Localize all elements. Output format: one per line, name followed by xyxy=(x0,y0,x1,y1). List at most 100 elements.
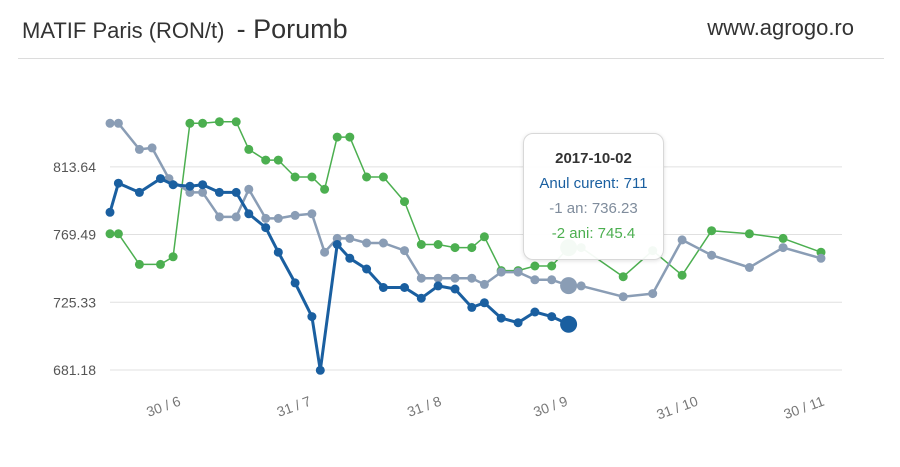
header-divider xyxy=(18,58,884,59)
data-point-one_year xyxy=(198,187,208,197)
data-point-one_year xyxy=(479,279,489,289)
data-point-current xyxy=(378,283,388,292)
tooltip-one-year: -1 an: 736.23 xyxy=(549,200,638,217)
data-point-one_year xyxy=(744,263,754,272)
data-point-current xyxy=(113,178,123,188)
data-point-two_years xyxy=(530,261,540,271)
data-point-two_years xyxy=(307,172,317,182)
data-point-current xyxy=(185,181,195,191)
data-point-current xyxy=(332,240,342,249)
data-point-current xyxy=(198,180,208,190)
data-point-current xyxy=(290,278,300,288)
data-point-two_years xyxy=(214,117,224,127)
data-point-one_year xyxy=(244,184,254,194)
x-tick-label: 30 / 9 xyxy=(531,393,570,420)
data-point-two_years xyxy=(105,229,115,239)
data-point-two_years xyxy=(547,261,557,271)
data-point-one_year xyxy=(378,238,388,248)
data-point-two_years xyxy=(290,172,300,182)
data-point-two_years xyxy=(450,243,460,253)
data-point-two_years xyxy=(378,172,388,182)
data-point-two_years xyxy=(433,240,443,249)
data-point-two_years xyxy=(168,252,178,262)
data-point-one_year xyxy=(618,292,628,302)
data-point-two_years xyxy=(778,233,788,243)
site-link[interactable]: www.agrogo.ro xyxy=(707,15,854,40)
data-point-one_year xyxy=(707,250,717,260)
x-tick-label: 31 / 7 xyxy=(275,393,314,420)
data-point-one_year xyxy=(231,212,241,222)
data-point-two_years xyxy=(134,259,144,269)
data-point-two_years xyxy=(362,172,372,182)
data-point-one_year xyxy=(320,247,330,257)
data-point-two_years xyxy=(185,118,195,128)
data-point-current xyxy=(479,298,489,308)
data-point-one_year xyxy=(307,209,317,219)
data-point-two_years xyxy=(707,226,717,236)
x-tick-label: 30 / 11 xyxy=(781,393,826,422)
data-point-one_year xyxy=(576,281,586,291)
data-point-one_year xyxy=(105,118,115,128)
data-point-two_years xyxy=(198,118,208,128)
data-point-one_year xyxy=(450,273,460,283)
data-point-one_year xyxy=(530,275,540,285)
data-point-one_year xyxy=(513,267,523,277)
data-point-current xyxy=(345,253,355,263)
chart-header: MATIF Paris (RON/t) - Porumb www.agrogo.… xyxy=(0,0,900,58)
chart-title: MATIF Paris (RON/t) - Porumb xyxy=(22,14,348,45)
data-point-two_years xyxy=(156,259,165,269)
data-point-one_year xyxy=(816,253,826,263)
data-point-two_years xyxy=(231,117,241,127)
data-point-current xyxy=(513,318,523,328)
data-point-two_years xyxy=(273,155,283,165)
data-point-current xyxy=(273,247,283,257)
data-point-one_year xyxy=(290,210,300,220)
data-point-one_year xyxy=(362,238,372,248)
data-point-current xyxy=(416,293,426,303)
tooltip-current: Anul curent: 711 xyxy=(539,175,648,192)
data-point-current xyxy=(450,284,460,294)
data-point-current xyxy=(244,209,254,219)
data-point-current xyxy=(315,365,325,375)
tooltip-two-years: -2 ani: 745.4 xyxy=(551,225,636,242)
data-point-current xyxy=(400,283,409,292)
data-point-two_years xyxy=(400,197,409,207)
data-point-two_years xyxy=(618,272,628,282)
x-tick-label: 31 / 8 xyxy=(405,393,444,420)
data-point-current xyxy=(156,174,165,184)
data-point-one_year xyxy=(778,243,788,253)
data-point-current xyxy=(105,207,115,217)
data-point-two_years xyxy=(320,184,330,194)
data-point-one_year xyxy=(214,212,224,222)
data-point-current xyxy=(134,187,144,197)
data-point-current xyxy=(231,187,241,197)
x-tick-label: 31 / 10 xyxy=(654,393,700,423)
data-point-current xyxy=(261,223,271,233)
data-point-current xyxy=(496,313,506,323)
data-point-one_year xyxy=(147,143,157,153)
highlight-point-one_year xyxy=(560,277,578,295)
data-point-current xyxy=(547,312,557,322)
data-point-two_years xyxy=(479,232,489,242)
tooltip-date: 2017-10-02 xyxy=(555,150,632,167)
data-point-one_year xyxy=(113,118,123,128)
chart-subtitle: - Porumb xyxy=(236,14,348,44)
highlight-point-current xyxy=(560,315,578,333)
data-point-two_years xyxy=(467,243,477,253)
data-point-one_year xyxy=(261,213,271,223)
y-tick-label: 813.64 xyxy=(53,159,96,175)
data-point-one_year xyxy=(547,275,557,285)
data-point-current xyxy=(530,307,540,317)
data-point-one_year xyxy=(433,273,443,283)
data-point-two_years xyxy=(416,240,426,249)
data-point-one_year xyxy=(134,144,144,154)
data-point-two_years xyxy=(345,132,355,142)
data-point-current xyxy=(168,180,178,190)
x-tick-label: 30 / 6 xyxy=(144,393,183,420)
data-point-two_years xyxy=(261,155,271,165)
data-point-one_year xyxy=(185,187,195,197)
chart-tooltip: 2017-10-02 Anul curent: 711 -1 an: 736.2… xyxy=(523,133,664,260)
data-point-two_years xyxy=(677,270,687,280)
data-point-two_years xyxy=(744,229,754,239)
